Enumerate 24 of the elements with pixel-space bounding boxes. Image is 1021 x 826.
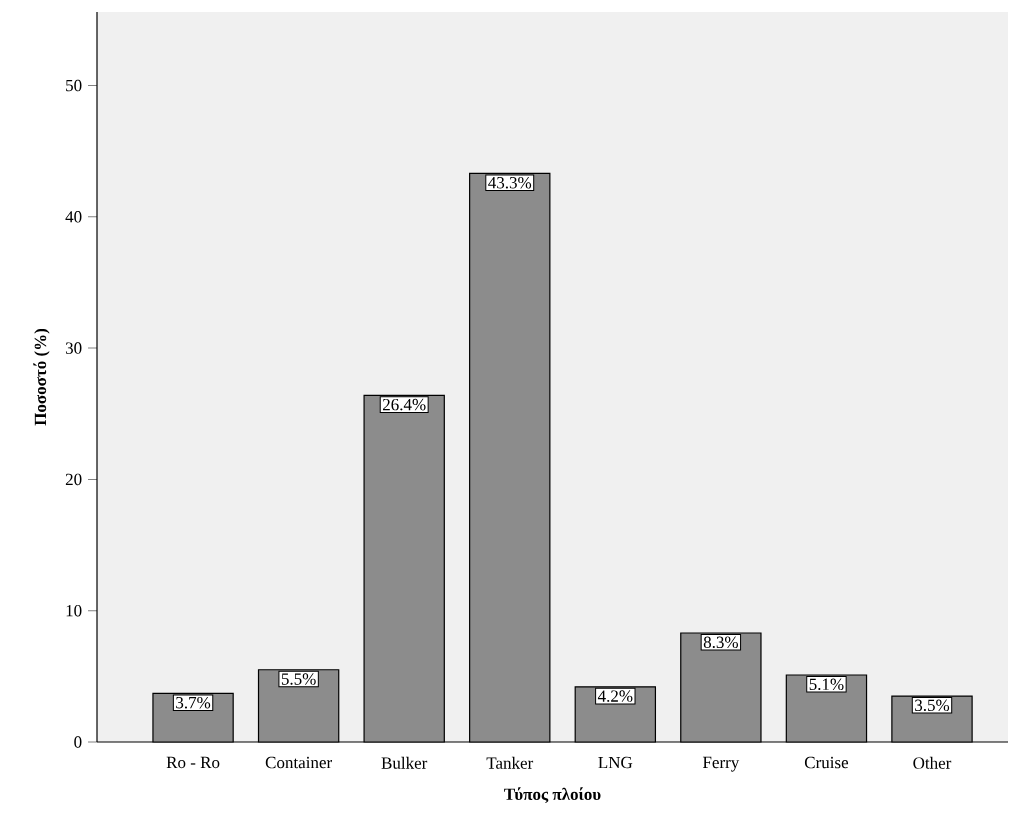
data-label: 3.5%	[915, 699, 950, 712]
data-label: 8.3%	[703, 636, 738, 649]
data-label: 5.1%	[809, 678, 844, 691]
data-label: 3.7%	[176, 696, 211, 709]
data-label: 43.3%	[488, 176, 532, 189]
x-tick-label: LNG	[598, 756, 633, 769]
y-axis-title: Ποσοστό (%)	[33, 328, 50, 426]
y-tick-label: 30	[65, 342, 82, 354]
x-tick-label: Ferry	[702, 756, 740, 772]
y-tick-label: 10	[66, 604, 82, 617]
y-tick-label: 20	[65, 473, 82, 486]
x-tick-label: Other	[913, 756, 952, 769]
data-label: 4.2%	[597, 690, 633, 702]
x-tick-label: Cruise	[804, 756, 849, 769]
y-tick-label: 0	[74, 736, 82, 748]
y-tick-label: 40	[65, 211, 82, 223]
data-label: 5.5%	[281, 673, 316, 685]
y-tick-label: 50	[66, 79, 82, 92]
x-tick-label: Tanker	[486, 756, 534, 769]
x-tick-label: Ro - Ro	[166, 756, 220, 769]
data-label: 26.4%	[382, 398, 426, 411]
x-tick-label: Container	[265, 756, 332, 769]
x-axis-title: Τύπος πλοίου	[504, 787, 601, 804]
x-tick-label: Bulker	[381, 756, 428, 769]
